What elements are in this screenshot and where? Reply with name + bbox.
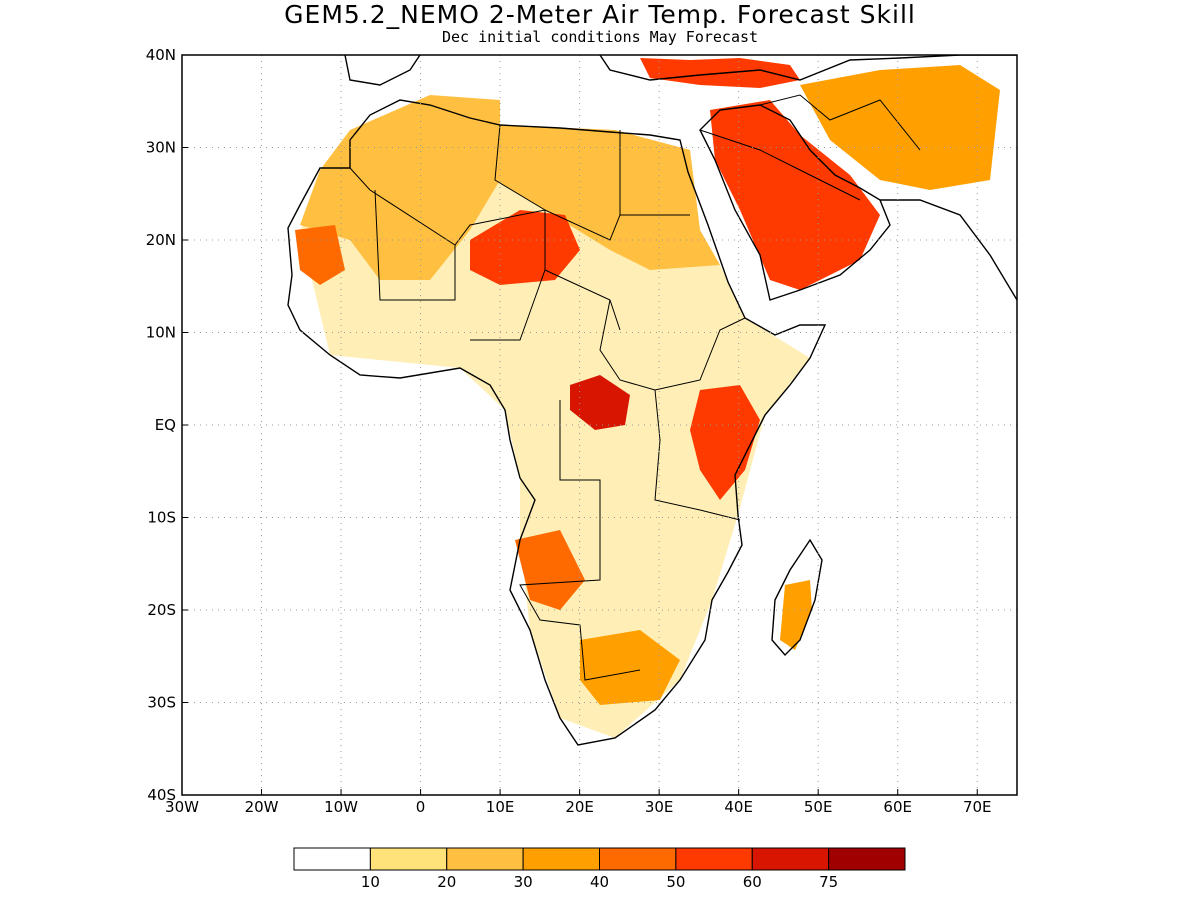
colorbar-swatch [675,847,753,871]
skill-region-east-africa [690,385,760,500]
madagascar-coastline [771,538,823,657]
europe-asia-coastline [599,55,1017,301]
skill-region-central-africa-hotspot [570,375,630,430]
y-tick-label: EQ [155,416,176,434]
x-tick-label: 50E [804,798,833,816]
country-borders [349,94,921,681]
y-tick-label: 40N [146,46,176,64]
y-tick-label: 20S [147,601,176,619]
x-tick-label: 70E [963,798,992,816]
y-tick-label: 10N [146,324,176,342]
colorbar-label: 30 [514,873,533,891]
x-tick-label: 20W [245,798,279,816]
skill-region-angola [515,530,585,610]
x-tick-label: 60E [883,798,912,816]
colorbar-label: 10 [361,873,380,891]
y-tick-label: 10S [147,509,176,527]
colorbar-swatch [828,847,906,871]
colorbar-swatch [599,847,677,871]
africa-coastline [287,99,827,746]
map-title: GEM5.2_NEMO 2-Meter Air Temp. Forecast S… [284,0,916,29]
colorbar-swatch [293,847,371,871]
x-tick-label: 40E [724,798,753,816]
skill-region-southern-africa [580,630,680,705]
x-tick-label: 20E [565,798,594,816]
map-area [287,55,1017,746]
y-tick-label: 20N [146,231,176,249]
colorbar: 10 20 30 40 50 60 75 [293,847,906,891]
y-tick-label: 30N [146,139,176,157]
skill-shading [295,58,1000,738]
skill-region-chad-sudan-hotspot [470,210,580,285]
x-tick-label: 30W [165,798,199,816]
x-tick-label: 30E [645,798,674,816]
skill-region-madagascar [780,580,812,650]
colorbar-swatch [446,847,524,871]
x-axis: 30W 20W 10W 0 10E 20E 30E 40E 50E 60E 70E [165,789,992,816]
colorbar-swatch [369,847,448,871]
x-tick-label: 0 [416,798,426,816]
colorbar-swatch [522,847,600,871]
skill-region-iran [800,65,1000,190]
colorbar-label: 50 [666,873,685,891]
skill-region-sahara-central [495,125,720,270]
iberia-coastline [344,55,421,86]
y-tick-label: 40S [147,786,176,804]
y-axis: 40N 30N 20N 10N EQ 10S 20S 30S 40S [146,46,188,804]
coastlines [287,55,1017,746]
colorbar-swatch [751,847,830,871]
colorbar-label: 75 [819,873,838,891]
y-tick-label: 30S [147,694,176,712]
colorbar-label: 40 [590,873,609,891]
x-tick-label: 10W [324,798,358,816]
x-tick-label: 10E [486,798,515,816]
arabia-coastline [699,104,891,301]
map-subtitle: Dec initial conditions May Forecast [441,28,759,46]
colorbar-label: 60 [743,873,762,891]
colorbar-label: 20 [437,873,456,891]
